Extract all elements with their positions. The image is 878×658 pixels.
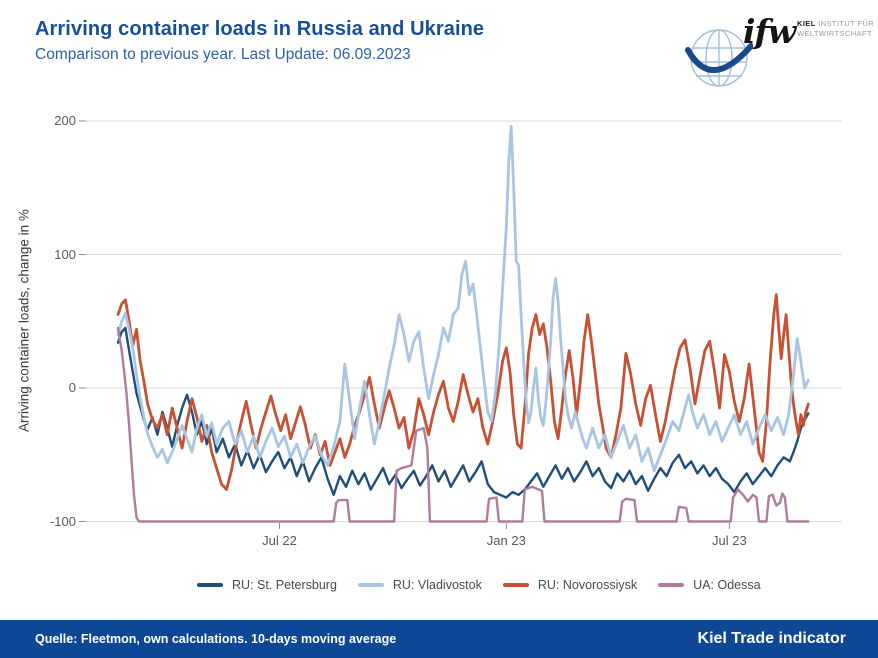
logo-text-institut: INSTITUT FÜR: [815, 19, 875, 28]
y-tick-label: 0: [68, 380, 76, 395]
source-note: Quelle: Fleetmon, own calculations. 10-d…: [35, 632, 397, 646]
legend-swatch: [502, 582, 529, 588]
logo-text-weltwirtschaft: WELTWIRTSCHAFT: [797, 29, 872, 38]
brand-label: Kiel Trade indicator: [697, 630, 846, 647]
x-tick-label: Jul 22: [262, 533, 297, 548]
legend-label: RU: Novorossiysk: [537, 578, 638, 592]
x-tick-label: Jan 23: [486, 533, 526, 548]
legend-swatch: [357, 582, 384, 588]
header: Arriving container loads in Russia and U…: [35, 18, 484, 64]
ifw-logo: ifw KIEL INSTITUT FÜR WELTWIRTSCHAFT: [685, 10, 874, 94]
legend-swatch: [658, 582, 685, 588]
series-line-ru-st-petersburg: [116, 326, 810, 499]
logo-wordmark: ifw: [743, 12, 796, 51]
page-subtitle: Comparison to previous year. Last Update…: [35, 46, 411, 63]
y-tick-label: 100: [54, 246, 76, 262]
legend-item: RU: Vladivostok: [357, 578, 482, 592]
globe-icon: [685, 29, 753, 87]
series-line-ru-novorossiysk: [116, 293, 810, 491]
series-line-ua-odessa: [116, 326, 810, 523]
legend-label: RU: Vladivostok: [392, 578, 482, 592]
logo-text-kiel: KIEL: [797, 19, 816, 28]
logo-text: KIEL INSTITUT FÜR WELTWIRTSCHAFT: [797, 19, 874, 39]
footer-bar: Quelle: Fleetmon, own calculations. 10-d…: [0, 620, 878, 658]
legend-label: RU: St. Petersburg: [232, 578, 337, 592]
x-tick-label: Jul 23: [712, 533, 747, 548]
legend-swatch: [197, 582, 223, 588]
series-line-ru-vladivostok: [116, 124, 810, 473]
legend-item: RU: Novorossiysk: [502, 578, 638, 592]
y-tick-label: -100: [49, 513, 76, 529]
legend: RU: St. Petersburg RU: Vladivostok RU: Nov…: [197, 578, 782, 592]
globe-swoosh: [685, 43, 753, 73]
page-title: Arriving container loads in Russia and U…: [35, 18, 485, 40]
y-tick-label: 200: [54, 113, 76, 128]
legend-item: RU: St. Petersburg: [197, 578, 337, 592]
legend-item: UA: Odessa: [658, 578, 761, 592]
line-chart: [79, 120, 842, 529]
legend-label: UA: Odessa: [693, 578, 761, 592]
y-axis-title: Arriving container loads, change in %: [16, 209, 32, 432]
